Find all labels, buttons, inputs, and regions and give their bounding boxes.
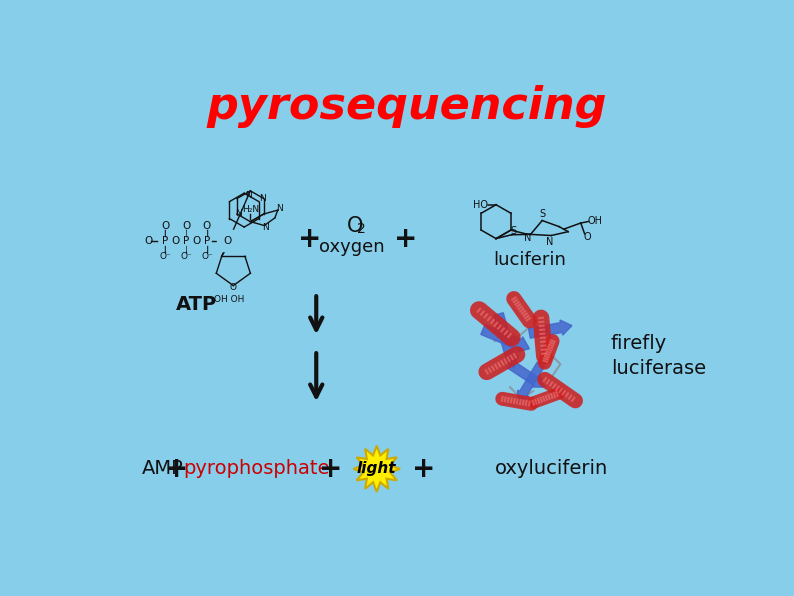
Text: O: O	[192, 236, 201, 246]
Text: OH: OH	[588, 216, 602, 226]
Text: P: P	[183, 236, 189, 246]
Text: oxyluciferin: oxyluciferin	[495, 460, 607, 479]
FancyArrow shape	[494, 313, 518, 368]
Text: O: O	[583, 232, 591, 242]
Text: N: N	[263, 222, 269, 232]
Text: firefly
luciferase: firefly luciferase	[611, 334, 706, 378]
Text: oxygen: oxygen	[319, 238, 385, 256]
FancyArrow shape	[481, 324, 530, 352]
Text: N: N	[524, 233, 531, 243]
Text: O: O	[223, 236, 231, 246]
Text: O⁻: O⁻	[180, 252, 192, 261]
Text: O: O	[229, 283, 237, 291]
Text: pyrophosphate: pyrophosphate	[183, 460, 330, 479]
Text: O: O	[172, 236, 179, 246]
Text: O⁻: O⁻	[160, 252, 171, 261]
Text: N: N	[235, 209, 242, 219]
Text: ATP: ATP	[175, 294, 217, 313]
Text: N: N	[276, 204, 283, 213]
Text: N: N	[245, 191, 252, 200]
Text: +: +	[394, 225, 417, 253]
Text: +: +	[299, 225, 322, 253]
Text: N: N	[259, 194, 266, 203]
Text: HO: HO	[473, 200, 488, 210]
Text: AMP: AMP	[142, 460, 183, 479]
Text: 2: 2	[357, 222, 366, 237]
Text: O⁻: O⁻	[201, 252, 213, 261]
Text: P: P	[204, 236, 210, 246]
Text: P: P	[162, 236, 168, 246]
Text: light: light	[357, 461, 396, 476]
Text: +: +	[318, 455, 342, 483]
Text: N: N	[546, 237, 553, 247]
Polygon shape	[353, 446, 400, 492]
Text: S: S	[539, 209, 545, 219]
FancyArrow shape	[507, 360, 545, 387]
Text: O: O	[347, 216, 364, 235]
Text: O: O	[182, 221, 191, 231]
Text: O: O	[202, 221, 211, 231]
Text: pyrosequencing: pyrosequencing	[206, 85, 607, 128]
Text: +: +	[165, 455, 188, 483]
Text: S: S	[510, 226, 516, 236]
FancyArrow shape	[529, 320, 572, 339]
Text: +: +	[411, 455, 435, 483]
FancyArrow shape	[518, 362, 545, 403]
Text: O: O	[144, 236, 152, 246]
Text: luciferin: luciferin	[493, 251, 566, 269]
Text: OH OH: OH OH	[214, 295, 245, 304]
Text: H₂N: H₂N	[242, 205, 259, 214]
Text: O: O	[161, 221, 169, 231]
